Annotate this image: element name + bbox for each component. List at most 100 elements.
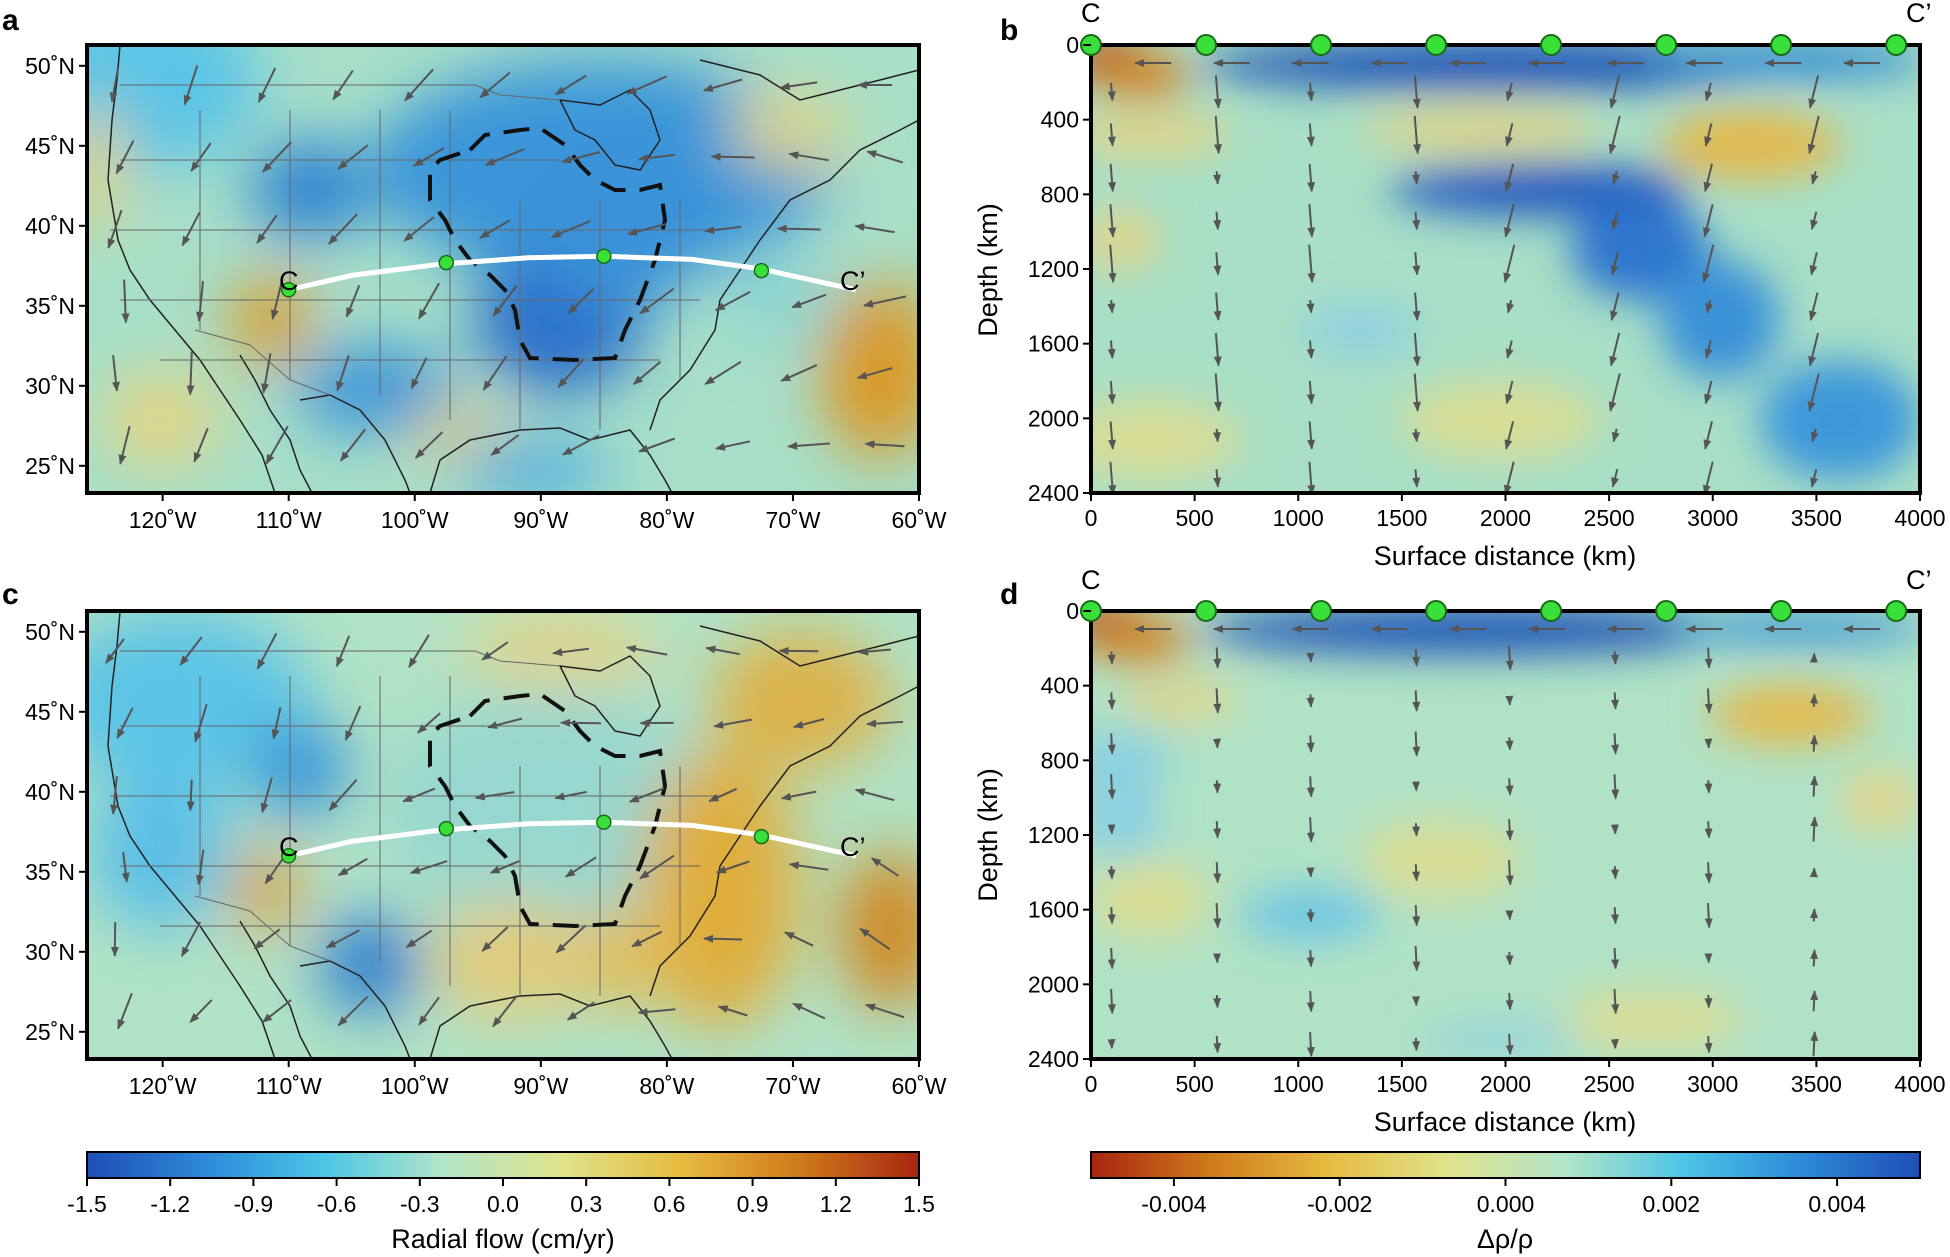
flow-arrow bbox=[628, 787, 665, 803]
flow-arrow bbox=[271, 707, 282, 740]
colorbar-right-ticks: -0.004 -0.002 0.000 0.002 0.004 bbox=[1141, 1178, 1866, 1217]
flow-arrow bbox=[1505, 123, 1514, 147]
flow-arrow bbox=[325, 929, 360, 949]
flow-arrow bbox=[1702, 461, 1714, 493]
flow-arrow bbox=[1704, 647, 1713, 669]
flow-arrow bbox=[118, 425, 131, 465]
flow-arrow bbox=[1306, 694, 1315, 708]
colorbar-right-label: Δρ/ρ bbox=[1477, 1224, 1533, 1254]
flow-arrow bbox=[402, 787, 436, 803]
flow-arrow bbox=[792, 1002, 826, 1020]
flow-arrow bbox=[1704, 123, 1713, 147]
flow-arrow bbox=[1306, 82, 1315, 102]
flow-arrow bbox=[261, 353, 272, 394]
flow-arrow bbox=[1213, 647, 1222, 669]
flow-arrow bbox=[1107, 123, 1116, 147]
flow-arrow bbox=[337, 995, 369, 1027]
colorbar-tick-label: 1.2 bbox=[820, 1191, 852, 1217]
flow-arrow bbox=[1412, 864, 1421, 882]
flow-arrow bbox=[1307, 421, 1316, 450]
colorbar-tick-label: 0.004 bbox=[1808, 1191, 1866, 1217]
flow-arrow bbox=[1610, 651, 1619, 665]
flow-arrow bbox=[1611, 692, 1620, 710]
flow-arrow bbox=[189, 999, 213, 1023]
flow-arrow bbox=[105, 638, 125, 664]
flow-arrow bbox=[552, 647, 590, 657]
flow-arrow bbox=[1412, 115, 1421, 155]
flow-arrow bbox=[1108, 461, 1117, 493]
flow-arrow bbox=[1107, 947, 1116, 970]
flow-arrow bbox=[776, 224, 821, 233]
flow-arrow bbox=[780, 364, 818, 382]
flow-arrow bbox=[1306, 300, 1315, 314]
flow-arrow bbox=[1704, 1035, 1713, 1054]
flow-arrow bbox=[567, 288, 595, 314]
flow-arrow bbox=[715, 860, 750, 874]
flow-arrow bbox=[1505, 82, 1514, 102]
distance-tick-label: 4000 bbox=[1894, 1071, 1945, 1097]
surface-point bbox=[1195, 34, 1218, 56]
flow-arrow bbox=[1213, 1035, 1222, 1054]
profile-start-label-c: C bbox=[279, 832, 299, 862]
flow-arrow bbox=[1704, 903, 1713, 929]
colorbar-tick-label: -1.5 bbox=[67, 1191, 107, 1217]
surface-point bbox=[1540, 600, 1563, 622]
flow-arrow bbox=[1503, 461, 1515, 493]
flow-arrow bbox=[1505, 340, 1514, 359]
depth-tick-label: 800 bbox=[1041, 181, 1079, 207]
flow-arrow bbox=[708, 787, 738, 803]
section-d-background bbox=[1091, 611, 1920, 1059]
flow-arrow bbox=[780, 790, 817, 801]
colorbar-right: -0.004 -0.002 0.000 0.002 0.004 Δρ/ρ bbox=[1090, 1151, 1921, 1254]
flow-arrow bbox=[1108, 204, 1117, 238]
panel-label-a: a bbox=[2, 4, 19, 37]
flow-arrow bbox=[637, 1007, 676, 1016]
flow-arrow bbox=[1807, 115, 1820, 155]
section-d-surface-points bbox=[1080, 600, 1908, 622]
distance-tick-label: 500 bbox=[1175, 505, 1213, 531]
flow-arrow bbox=[858, 647, 891, 656]
colorbar-tick-label: -0.004 bbox=[1141, 1191, 1206, 1217]
lon-tick-label: 100˚W bbox=[381, 1073, 449, 1099]
flow-arrow bbox=[1610, 251, 1619, 276]
flow-arrows-c bbox=[105, 632, 905, 1030]
flow-arrow bbox=[1505, 645, 1514, 671]
flow-arrow bbox=[717, 1005, 748, 1017]
flow-arrow bbox=[1107, 907, 1116, 925]
panel-label-c: c bbox=[2, 578, 19, 611]
flow-arrow bbox=[345, 284, 361, 318]
depth-tick-label: 2000 bbox=[1028, 405, 1079, 431]
flow-arrow bbox=[1809, 693, 1818, 707]
surface-point bbox=[1540, 34, 1563, 56]
flow-arrow bbox=[864, 440, 905, 449]
flow-arrow bbox=[489, 860, 520, 874]
surface-point bbox=[1770, 34, 1793, 56]
flow-arrow bbox=[1307, 204, 1316, 238]
flow-arrow bbox=[1503, 244, 1516, 284]
flow-arrow bbox=[1412, 731, 1421, 757]
flow-arrow bbox=[1505, 778, 1514, 796]
flow-arrow bbox=[1810, 990, 1819, 1012]
flow-arrow bbox=[186, 351, 195, 396]
flow-arrow bbox=[260, 777, 273, 814]
flow-arrow bbox=[479, 71, 511, 99]
flow-arrow bbox=[107, 209, 123, 249]
profile-end-label-a: C’ bbox=[840, 266, 866, 296]
flow-arrow bbox=[1810, 211, 1818, 231]
flow-arrow bbox=[1504, 163, 1515, 193]
flow-arrow bbox=[479, 219, 511, 239]
flow-arrow bbox=[1412, 373, 1421, 412]
flow-arrow bbox=[866, 150, 903, 164]
flow-arrow bbox=[405, 929, 433, 949]
profile-point bbox=[438, 254, 455, 271]
flow-arrow bbox=[1505, 992, 1514, 1011]
flow-arrows-a bbox=[107, 65, 907, 465]
flow-arrow bbox=[403, 216, 435, 242]
flow-arrow bbox=[564, 856, 597, 878]
flow-arrow bbox=[1505, 695, 1514, 706]
flow-arrow bbox=[1809, 908, 1818, 922]
flow-arrow bbox=[490, 434, 520, 456]
flow-arrow bbox=[1306, 817, 1315, 843]
distance-tick-label: 500 bbox=[1175, 1071, 1213, 1097]
